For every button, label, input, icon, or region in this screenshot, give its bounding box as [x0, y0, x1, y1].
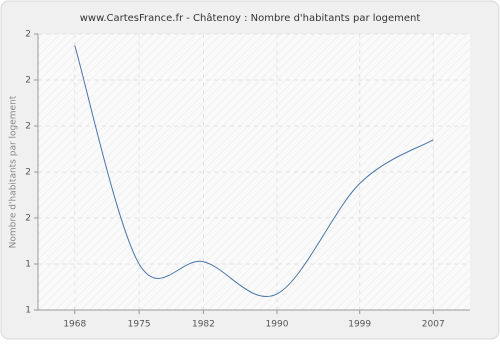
- y-tick-label: 2: [25, 30, 31, 40]
- x-tick-label: 1999: [348, 320, 371, 330]
- x-tick-label: 1982: [192, 320, 215, 330]
- y-tick-label: 1: [25, 260, 31, 270]
- y-tick-label: 1: [25, 306, 31, 316]
- chart-title: www.CartesFrance.fr - Châtenoy : Nombre …: [80, 12, 421, 24]
- y-tick-label: 2: [25, 214, 31, 224]
- y-tick-label: 2: [25, 122, 31, 132]
- y-tick-label: 2: [25, 76, 31, 86]
- y-tick-label: 2: [25, 168, 31, 178]
- line: [74, 45, 434, 297]
- x-tick-label: 1975: [128, 320, 151, 330]
- x-tick-label: 1990: [266, 320, 289, 330]
- y-axis-label: Nombre d'habitants par logement: [9, 95, 19, 248]
- x-tick-label: 1968: [63, 320, 86, 330]
- x-tick-label: 2007: [422, 320, 445, 330]
